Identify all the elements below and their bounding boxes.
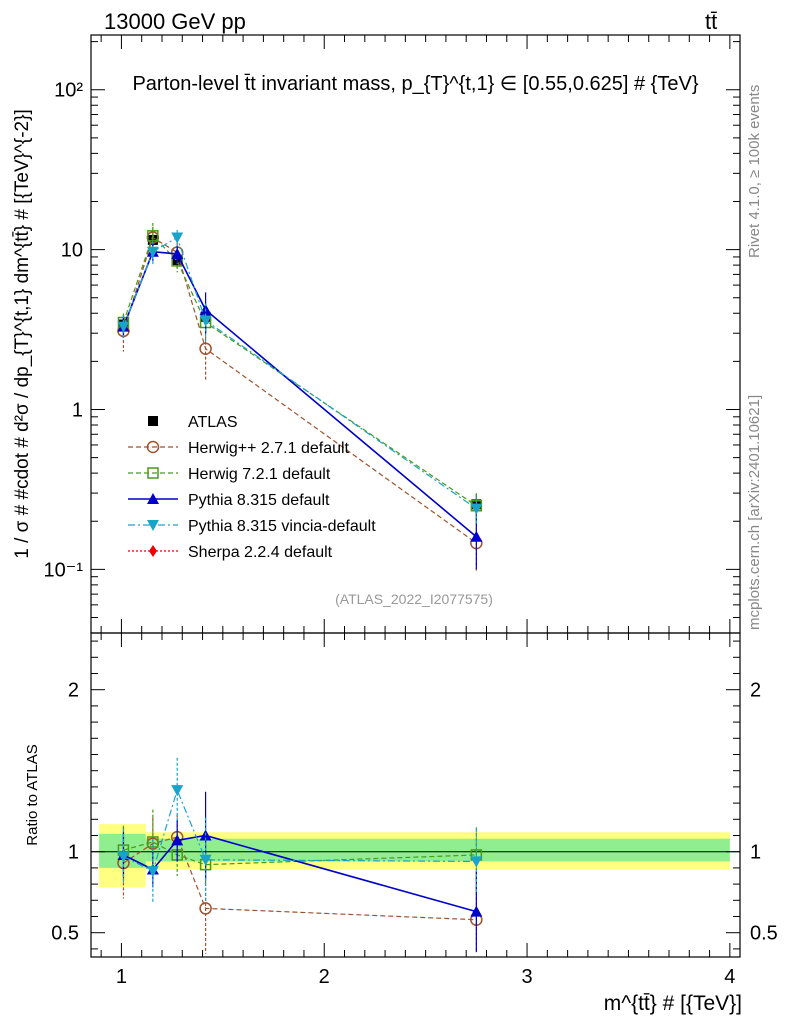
ratio-y-axis-label: Ratio to ATLAS — [24, 744, 41, 845]
series-pythia-8-315-default — [117, 791, 483, 953]
legend-entry-herwig-7-2-1-default: Herwig 7.2.1 default — [128, 466, 331, 483]
x-tick-label: 4 — [724, 966, 735, 988]
uncertainty-band-stat — [145, 838, 730, 862]
y-tick-label: 10⁻¹ — [44, 559, 84, 581]
series-line — [122, 236, 477, 544]
data-point — [199, 902, 212, 915]
data-point — [470, 856, 483, 868]
y-tick-label-right: 1 — [750, 842, 761, 864]
y-tick-label: 0.5 — [51, 923, 79, 945]
x-tick-label: 1 — [116, 966, 127, 988]
data-point — [171, 247, 184, 259]
data-point — [147, 836, 159, 848]
data-point — [146, 246, 159, 258]
legend-entry-pythia-8-315-default: Pythia 8.315 default — [128, 492, 330, 509]
series-pythia-8-315-vincia-default — [117, 229, 483, 525]
legend-marker — [146, 440, 160, 454]
y-tick-label-right: 0.5 — [750, 923, 778, 945]
y-tick-label: 1 — [68, 842, 79, 864]
data-point — [199, 315, 212, 327]
data-point — [171, 785, 184, 797]
data-point — [199, 342, 212, 355]
y-tick-label: 2 — [68, 680, 79, 702]
data-point — [470, 530, 483, 542]
process-label: tt̄ — [705, 9, 718, 34]
legend-label: Pythia 8.315 vincia-default — [188, 518, 376, 535]
legend-marker — [147, 493, 159, 504]
legend-label: ATLAS — [188, 414, 238, 431]
series-line — [123, 788, 477, 872]
legend-entry-sherpa-2-2-4-default: Sherpa 2.2.4 default — [128, 544, 333, 561]
energy-label: 13000 GeV pp — [104, 9, 246, 34]
data-point — [199, 854, 212, 866]
analysis-watermark: (ATLAS_2022_I2077575) — [335, 591, 493, 607]
y-tick-label: 1 — [72, 400, 83, 422]
data-point — [171, 232, 184, 244]
data-point — [117, 851, 130, 863]
x-tick-label: 2 — [319, 966, 330, 988]
data-point — [171, 834, 184, 846]
y-tick-label: 10 — [61, 240, 83, 262]
legend-label: Herwig++ 2.7.1 default — [188, 440, 350, 457]
y-tick-label-right: 2 — [750, 680, 761, 702]
legend-label: Sherpa 2.2.4 default — [188, 544, 333, 561]
legend-marker — [147, 520, 159, 531]
legend-marker — [148, 416, 158, 426]
legend-label: Herwig 7.2.1 default — [188, 466, 331, 483]
ratio-frame — [90, 632, 741, 958]
legend-entry-atlas: ATLAS — [148, 414, 238, 431]
y-axis-label: 1 / σ # #cdot # d²σ / dp_{T}^{t,1} dm^{t… — [12, 109, 33, 559]
y-tick-label: 10² — [54, 80, 83, 102]
data-point — [147, 230, 159, 242]
x-tick-label: 3 — [521, 966, 532, 988]
series-pythia-8-315-vincia-default — [117, 757, 483, 904]
ratio-panel: 0.5 0.5 1 1 2 2 1 2 3 4 Ratio to ATLAS m^{tt̄} # [{… — [24, 632, 778, 1015]
legend-entry-pythia-8-315-vincia-default: Pythia 8.315 vincia-default — [128, 518, 376, 535]
data-point — [117, 321, 130, 333]
legend-label: Pythia 8.315 default — [188, 492, 330, 509]
legend-marker — [147, 467, 159, 479]
data-point — [470, 905, 483, 917]
legend-entry-herwig-2-7-1-default: Herwig++ 2.7.1 default — [128, 440, 350, 457]
main-panel: 10⁻¹ 1 10 10² Parton-level t̄t invariant mas… — [12, 34, 741, 634]
legend: ATLAS Herwig++ 2.7.1 default Herwig 7.2.1 … — [128, 414, 376, 561]
x-axis-label: m^{tt̄} # [{TeV}] — [604, 992, 742, 1015]
data-point — [470, 503, 483, 515]
legend-marker — [149, 545, 157, 557]
data-point — [146, 866, 159, 878]
chart-title: Parton-level t̄t invariant mass, p_{T}^{… — [132, 73, 698, 95]
